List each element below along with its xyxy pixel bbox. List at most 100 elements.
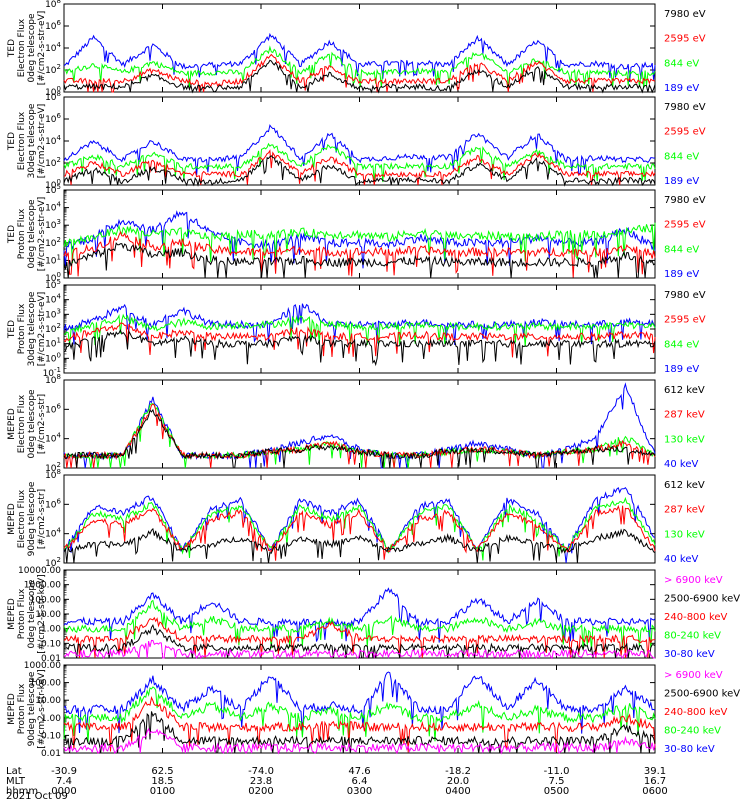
y-axis-label: MEPEDProton Flux90deg telescope[#/cm2-s-… bbox=[7, 669, 47, 748]
series-line-80-240-kev bbox=[63, 686, 656, 743]
y-tick-label: 0.10 bbox=[41, 731, 61, 741]
y-axis-label-line: [#/cm2-s-str] bbox=[37, 489, 47, 549]
series-line-612-kev bbox=[63, 527, 656, 564]
legend-entry: 2595 eV bbox=[664, 127, 706, 138]
panel-8: 0.010.101.0010.00100.001000.00MEPEDProto… bbox=[7, 661, 740, 759]
legend-entry: 2595 eV bbox=[664, 315, 706, 326]
y-axis-label-line: 0deg telescope bbox=[27, 13, 37, 83]
y-tick-label: 0.10 bbox=[41, 639, 61, 649]
x-tick-label-hhmm: 0000 bbox=[51, 786, 76, 797]
y-tick-label: 101 bbox=[45, 253, 61, 266]
x-tick-label-hhmm: 0500 bbox=[544, 786, 569, 797]
legend-entry: > 6900 keV bbox=[664, 670, 723, 681]
x-tick-label-mlt: 7.5 bbox=[549, 776, 565, 787]
legend-entry: 240-800 keV bbox=[664, 612, 728, 623]
y-axis-label-line: 0deg telescope bbox=[27, 389, 37, 459]
y-axis-label: TEDElectron Flux30deg telescope[#/cm2-s-… bbox=[7, 103, 47, 178]
legend-entry: 130 keV bbox=[664, 529, 705, 540]
y-tick-label: 1.00 bbox=[41, 714, 61, 724]
y-axis-label-line: TED bbox=[7, 320, 17, 339]
x-row-label-mlt: MLT bbox=[6, 776, 26, 787]
legend-entry: 2500-6900 keV bbox=[664, 594, 740, 605]
series-line-130-kev bbox=[63, 403, 656, 469]
legend-entry: 844 eV bbox=[664, 151, 699, 162]
series-line-240-800-kev bbox=[63, 695, 656, 753]
x-tick-label-mlt: 18.5 bbox=[151, 776, 173, 787]
x-tick-label-lat: -18.2 bbox=[445, 766, 471, 777]
x-tick-label-hhmm: 0300 bbox=[347, 786, 372, 797]
series-line-2595-ev bbox=[63, 230, 656, 278]
series-line-287-kev bbox=[63, 504, 656, 561]
y-tick-label: 102 bbox=[45, 322, 61, 335]
y-tick-label: 102 bbox=[45, 556, 61, 569]
panel-frame bbox=[63, 284, 656, 374]
x-tick-label-lat: -74.0 bbox=[248, 766, 274, 777]
y-tick-label: 105 bbox=[45, 278, 61, 291]
y-tick-label: 10.00 bbox=[35, 610, 61, 620]
series-line-2500-6900-kev bbox=[64, 711, 656, 754]
series-line-2595-ev bbox=[63, 53, 656, 93]
x-row-label-hhmm: hhmm bbox=[6, 786, 38, 797]
y-tick-label: 103 bbox=[45, 307, 61, 320]
x-tick-label-hhmm: 0100 bbox=[150, 786, 175, 797]
series-line-7980-ev bbox=[63, 59, 656, 94]
y-tick-label: 106 bbox=[45, 19, 61, 32]
y-axis-label-line: [#/cm2-s-str-keV] bbox=[37, 669, 47, 748]
date-label: 2021 Oct 09 bbox=[6, 791, 68, 800]
y-tick-label: 10-1 bbox=[43, 366, 61, 379]
y-axis-label-line: [#/cm2-s-str-eV] bbox=[37, 292, 47, 367]
legend-entry: 612 keV bbox=[664, 480, 705, 491]
y-axis-label: MEPEDElectron Flux90deg telescope[#/cm2-… bbox=[7, 481, 47, 556]
series-line-189-ev bbox=[63, 303, 656, 346]
x-tick-label-lat: -11.0 bbox=[544, 766, 570, 777]
y-tick-label: 104 bbox=[45, 432, 61, 445]
y-tick-label: 1000.00 bbox=[24, 661, 61, 671]
panel-7: 0.010.101.0010.00100.001000.0010000.00ME… bbox=[7, 566, 740, 664]
legend-entry: 2595 eV bbox=[664, 220, 706, 231]
y-tick-label: 102 bbox=[45, 236, 61, 249]
legend-entry: 7980 eV bbox=[664, 290, 706, 301]
x-tick-label-mlt: 16.7 bbox=[644, 776, 666, 787]
legend-entry: 189 eV bbox=[664, 83, 699, 94]
y-axis-label-line: MEPED bbox=[7, 503, 17, 535]
series-line-844-ev bbox=[63, 45, 656, 89]
x-tick-label-mlt: 7.4 bbox=[56, 776, 72, 787]
y-tick-label: 100 bbox=[45, 271, 61, 284]
y-axis-label-line: [#/cm2-s-str-eV] bbox=[37, 104, 47, 179]
y-axis-label: TEDProton Flux0deg telescope[#/cm2-s-str… bbox=[7, 197, 47, 272]
series-line-612-kev bbox=[63, 408, 656, 469]
legend-entry: 40 keV bbox=[664, 459, 698, 470]
legend-entry: 189 eV bbox=[664, 176, 699, 187]
y-axis-label-line: [#/cm2-s-str-keV] bbox=[37, 574, 47, 653]
series-line-189-ev bbox=[63, 124, 656, 176]
y-axis-label-line: TED bbox=[7, 132, 17, 151]
series-line-844-ev bbox=[63, 222, 656, 264]
series-line-189-ev bbox=[63, 210, 656, 269]
y-axis-label: MEPEDProton Flux0deg telescope[#/cm2-s-s… bbox=[7, 574, 47, 653]
y-tick-label: 1.00 bbox=[41, 625, 61, 635]
y-tick-label: 102 bbox=[45, 63, 61, 76]
y-tick-label: 100 bbox=[45, 351, 61, 364]
series-line-844-ev bbox=[63, 313, 656, 347]
y-tick-label: 102 bbox=[45, 156, 61, 169]
series-line-189-ev bbox=[63, 32, 656, 83]
y-axis-label: TEDElectron Flux0deg telescope[#/cm2-s-s… bbox=[7, 11, 47, 86]
y-tick-label: 101 bbox=[45, 337, 61, 350]
y-tick-label: 108 bbox=[45, 373, 61, 386]
legend-entry: 7980 eV bbox=[664, 102, 706, 113]
y-axis-label-line: Electron Flux bbox=[17, 18, 27, 77]
legend-entry: 80-240 keV bbox=[664, 726, 721, 737]
y-tick-label: 0.01 bbox=[41, 654, 61, 664]
legend-entry: 844 eV bbox=[664, 339, 699, 350]
series-line-2595-ev bbox=[63, 149, 656, 186]
y-tick-label: 104 bbox=[45, 134, 61, 147]
y-tick-label: 10.00 bbox=[35, 696, 61, 706]
y-axis-label-line: TED bbox=[7, 225, 17, 244]
y-tick-label: 105 bbox=[45, 183, 61, 196]
y-axis-label-line: 30deg telescope bbox=[27, 103, 37, 178]
series-line-7980-ev bbox=[63, 328, 656, 367]
